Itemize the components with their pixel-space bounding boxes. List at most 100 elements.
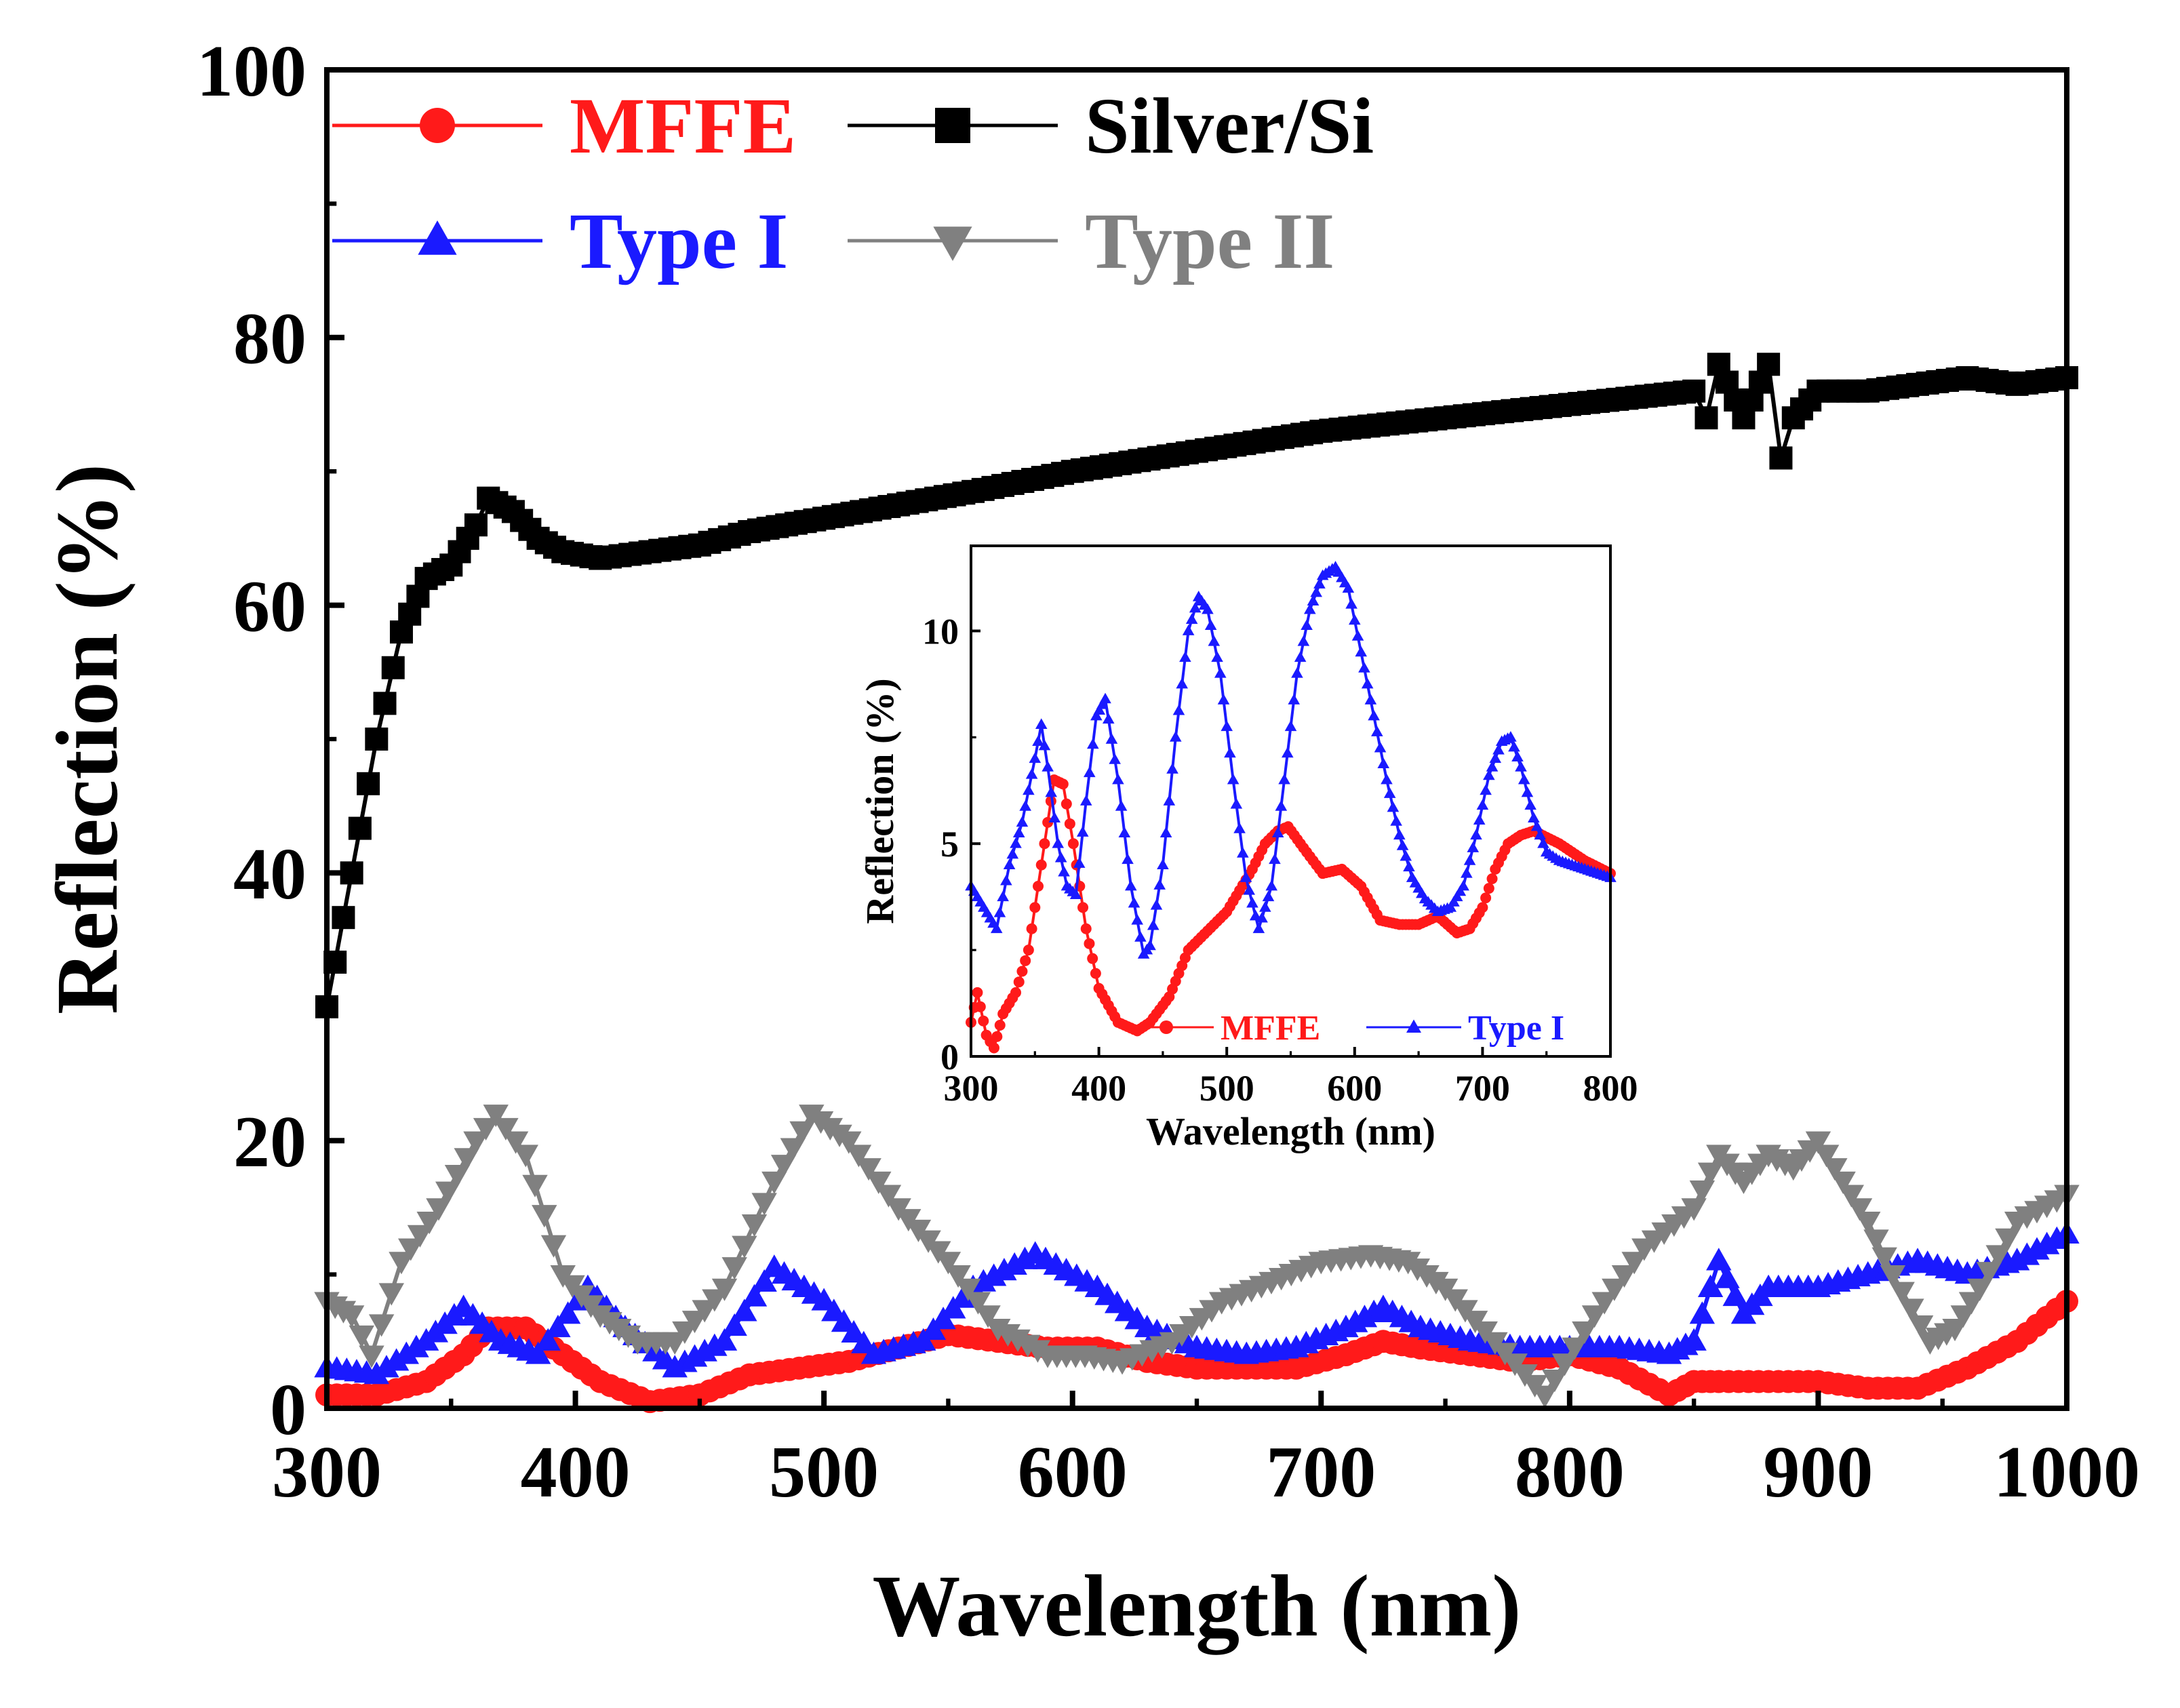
main-point-type-ii xyxy=(1602,1278,1627,1301)
inset-point-type-i xyxy=(1467,841,1480,852)
main-point-type-ii xyxy=(483,1105,509,1128)
legend-marker-mffe xyxy=(420,108,455,143)
inset-point-type-i xyxy=(1396,839,1409,850)
main-point-type-i xyxy=(811,1288,837,1311)
main-point-type-ii xyxy=(473,1117,499,1141)
inset-point-type-i xyxy=(1048,812,1061,822)
main-point-type-i xyxy=(751,1269,777,1292)
main-y-tick-label: 80 xyxy=(233,299,306,380)
inset-point-type-i xyxy=(1454,885,1467,896)
inset-point-type-i xyxy=(1301,619,1313,631)
inset-point-type-i xyxy=(1393,829,1406,840)
inset-point-type-i xyxy=(1483,769,1495,780)
inset-point-type-i xyxy=(1307,595,1320,605)
inset-point-type-i xyxy=(1166,763,1178,774)
inset-point-type-i xyxy=(1169,731,1182,742)
inset-point-type-i xyxy=(997,890,1009,902)
inset-series-layer xyxy=(965,561,1617,1054)
inset-legend-marker-type-i xyxy=(1406,1019,1421,1033)
inset-point-mffe xyxy=(1077,902,1089,913)
inset-point-type-i xyxy=(1189,601,1202,613)
main-point-type-ii xyxy=(368,1314,395,1337)
main-point-type-ii xyxy=(681,1311,708,1334)
inset-point-type-i xyxy=(1182,624,1195,635)
inset-point-mffe xyxy=(1020,955,1031,966)
inset-point-type-i xyxy=(1029,752,1042,763)
inset-point-type-i xyxy=(1521,786,1534,797)
main-point-type-ii xyxy=(975,1305,1001,1328)
legend-label-type-i: Type I xyxy=(570,197,788,285)
inset-point-type-i xyxy=(1118,827,1131,837)
main-x-tick-label: 300 xyxy=(272,1432,382,1513)
inset-point-type-i xyxy=(1450,890,1463,902)
main-point-type-ii xyxy=(1985,1245,2011,1268)
main-x-tick-label: 400 xyxy=(521,1432,631,1513)
inset-point-type-i xyxy=(1361,677,1374,689)
inset-point-type-i xyxy=(1069,888,1082,899)
inset-point-type-i xyxy=(1505,731,1517,742)
main-point-type-i xyxy=(535,1328,561,1351)
inset-point-mffe xyxy=(1064,818,1075,829)
inset-y-axis-label: Reflection (%) xyxy=(858,678,902,923)
inset-point-type-i xyxy=(1313,578,1326,589)
main-series-silver-si xyxy=(315,353,2078,1018)
inset-point-type-i xyxy=(1128,896,1141,908)
inset-point-mffe xyxy=(1084,938,1095,949)
main-point-type-ii xyxy=(836,1131,862,1154)
inset-point-type-i xyxy=(1355,646,1368,657)
inset-point-type-i xyxy=(1310,586,1323,597)
inset-point-type-i xyxy=(1364,694,1377,704)
inset-point-type-i xyxy=(1243,884,1256,895)
inset-x-tick-label: 600 xyxy=(1327,1068,1382,1109)
inset-point-type-i xyxy=(1042,761,1054,772)
inset-point-type-i xyxy=(1518,773,1530,785)
inset-point-type-i xyxy=(1377,757,1390,768)
main-point-type-ii xyxy=(1532,1385,1558,1408)
main-x-tick-label: 900 xyxy=(1763,1432,1873,1513)
main-point-type-ii xyxy=(1822,1158,1848,1181)
inset-point-type-i xyxy=(1214,667,1227,678)
inset-point-type-i xyxy=(1153,879,1166,890)
legend-item-silver-si: Silver/Si xyxy=(848,81,1374,170)
inset-point-type-i xyxy=(990,922,1003,934)
inset-point-type-i xyxy=(1172,704,1185,715)
main-point-type-ii xyxy=(522,1174,548,1197)
main-point-type-i xyxy=(555,1301,581,1324)
main-y-tick-label: 60 xyxy=(233,566,306,647)
main-x-tick-label: 500 xyxy=(769,1432,879,1513)
inset-x-tick-label: 400 xyxy=(1071,1068,1126,1109)
inset-x-tick-label: 500 xyxy=(1200,1068,1254,1109)
inset-point-mffe xyxy=(1016,966,1028,977)
inset-point-mffe xyxy=(1035,859,1047,871)
inset-point-type-i xyxy=(1489,752,1502,763)
main-point-type-ii xyxy=(1967,1278,1993,1301)
inset-point-type-i xyxy=(1096,698,1109,709)
inset-point-mffe xyxy=(1057,778,1069,790)
main-point-type-ii xyxy=(359,1345,384,1368)
main-series-type-ii xyxy=(314,1105,2080,1408)
main-point-type-i xyxy=(1697,1274,1724,1297)
main-point-type-ii xyxy=(1907,1315,1934,1338)
inset-point-type-i xyxy=(1240,871,1252,882)
inset-point-type-i xyxy=(1358,662,1370,673)
inset-x-axis-label: Wavelength (nm) xyxy=(1146,1109,1435,1153)
inset-y-tick-label: 0 xyxy=(940,1037,959,1077)
inset-point-mffe xyxy=(1029,902,1041,913)
inset-point-type-i xyxy=(1086,738,1099,749)
main-point-type-ii xyxy=(741,1214,768,1237)
main-point-type-ii xyxy=(1855,1212,1881,1235)
inset-point-mffe xyxy=(1013,976,1025,988)
inset-point-type-i xyxy=(1211,651,1223,662)
main-point-type-ii xyxy=(378,1283,405,1306)
main-point-type-ii xyxy=(463,1131,489,1154)
inset-point-type-i xyxy=(1291,667,1303,678)
inset-point-type-i xyxy=(1457,879,1469,891)
inset-point-type-i xyxy=(1390,815,1402,826)
main-point-type-ii xyxy=(1611,1265,1638,1288)
inset-point-mffe xyxy=(1486,873,1498,885)
main-point-silver-si xyxy=(1757,353,1781,376)
main-point-type-i xyxy=(831,1309,857,1332)
inset-point-type-i xyxy=(1530,820,1543,831)
main-point-type-ii xyxy=(856,1158,881,1181)
